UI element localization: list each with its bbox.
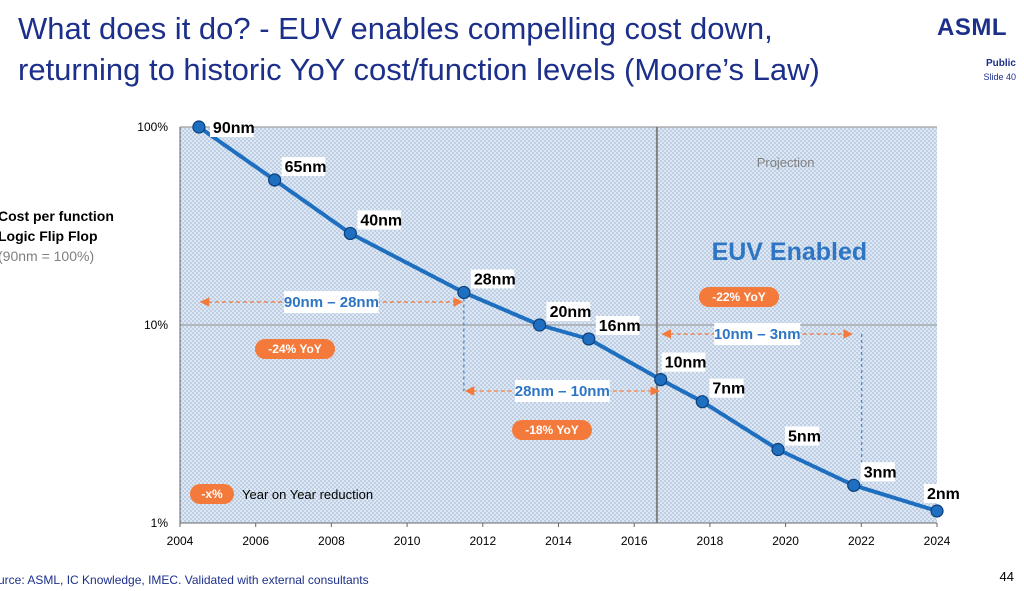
range-label: 10nm – 3nm	[714, 326, 801, 343]
title-line-1: What does it do? - EUV enables compellin…	[18, 11, 773, 46]
data-point-20nm	[532, 318, 547, 332]
title-line-2: returning to historic YoY cost/function …	[18, 52, 820, 87]
range-label-bg	[714, 323, 801, 345]
yoy-pill	[255, 339, 335, 359]
node-label-bg	[924, 483, 959, 503]
classification-label: Public	[985, 58, 1016, 69]
node-label-10nm: 10nm	[665, 355, 707, 372]
node-label-7nm: 7nm	[712, 381, 745, 398]
x-tick-label: 2016	[621, 534, 648, 548]
node-label-2nm: 2nm	[927, 486, 960, 503]
page-number: 44	[999, 569, 1014, 584]
data-point-90nm	[192, 120, 206, 134]
node-label-bg	[709, 378, 744, 398]
data-point-65nm	[268, 173, 282, 187]
x-tick-label: 2018	[697, 534, 724, 548]
yoy-pill-label: -18% YoY	[525, 423, 579, 437]
data-point-7nm	[695, 395, 709, 409]
yoy-pill	[512, 420, 592, 440]
range-label-bg	[514, 380, 610, 402]
node-label-16nm: 16nm	[599, 318, 641, 335]
asml-logo: ASML	[937, 14, 1007, 41]
yoy-pill-label: -24% YoY	[268, 342, 322, 356]
data-point-3nm	[847, 478, 861, 492]
node-label-bg	[357, 210, 401, 230]
legend-pill	[190, 484, 234, 504]
range-label-bg	[284, 291, 379, 313]
node-label-65nm: 65nm	[285, 159, 327, 176]
node-label-40nm: 40nm	[360, 212, 402, 229]
node-label-bg	[661, 352, 706, 372]
node-label-5nm: 5nm	[788, 429, 821, 446]
slide-number-label: Slide 40	[983, 72, 1016, 82]
range-label: 90nm – 28nm	[284, 294, 379, 311]
node-label-90nm: 90nm	[213, 120, 255, 137]
x-tick-label: 2004	[167, 534, 194, 548]
y-axis-label-line2: Logic Flip Flop	[0, 228, 98, 244]
title-band	[0, 0, 1024, 95]
data-point-2nm	[930, 504, 944, 518]
y-tick-label: 1%	[151, 516, 169, 530]
node-label-bg	[546, 302, 591, 321]
legend-text: Year on Year reduction	[242, 487, 373, 502]
x-tick-label: 2012	[469, 534, 496, 548]
node-label-bg	[281, 156, 326, 176]
euv-enabled-label: EUV Enabled	[712, 238, 868, 266]
y-tick-label: 100%	[137, 120, 168, 134]
node-label-bg	[595, 315, 640, 335]
node-label-bg	[860, 462, 895, 482]
node-label-bg	[470, 269, 515, 289]
node-label-bg	[785, 426, 820, 446]
data-point-16nm	[582, 332, 596, 346]
x-tick-label: 2024	[924, 534, 951, 548]
x-tick-label: 2020	[772, 534, 799, 548]
node-label-20nm: 20nm	[550, 304, 592, 321]
x-tick-label: 2022	[848, 534, 875, 548]
node-label-bg	[209, 118, 254, 137]
y-axis-label: Cost per function Logic Flip Flop (90nm …	[0, 206, 114, 266]
yoy-pill-label: -22% YoY	[712, 290, 766, 304]
y-tick-label: 10%	[144, 318, 168, 332]
range-label: 28nm – 10nm	[515, 383, 610, 400]
node-label-28nm: 28nm	[474, 271, 516, 288]
legend-pill-label: -x%	[201, 487, 223, 501]
data-point-40nm	[343, 226, 357, 241]
data-point-28nm	[457, 285, 471, 300]
x-tick-label: 2014	[545, 534, 572, 548]
source-note: urce: ASML, IC Knowledge, IMEC. Validate…	[0, 573, 369, 587]
yoy-pill	[699, 287, 779, 307]
y-axis-label-line3: (90nm = 100%)	[0, 248, 95, 264]
slide-title: What does it do? - EUV enables compellin…	[18, 8, 918, 90]
data-point-5nm	[771, 442, 785, 457]
x-tick-label: 2008	[318, 534, 345, 548]
x-tick-label: 2010	[394, 534, 421, 548]
data-point-10nm	[654, 372, 668, 387]
x-tick-label: 2006	[242, 534, 269, 548]
projection-label: Projection	[757, 155, 815, 170]
node-label-3nm: 3nm	[864, 464, 897, 481]
y-axis-label-line1: Cost per function	[0, 208, 114, 224]
